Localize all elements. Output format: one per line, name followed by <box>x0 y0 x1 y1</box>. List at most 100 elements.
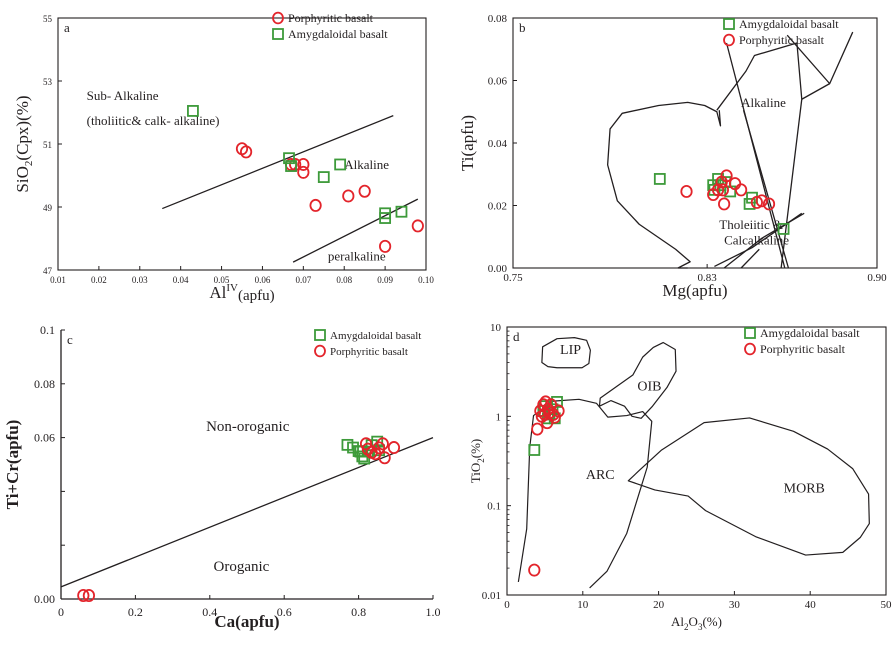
legend-label: Amygdaloidal basalt <box>739 17 839 31</box>
region-label: OIB <box>637 379 661 394</box>
region-label: Tholeiitic & <box>719 217 783 232</box>
porphyritic-point <box>239 145 253 159</box>
x-tick-label: 0 <box>58 605 64 619</box>
x-tick-label: 0.10 <box>418 275 434 285</box>
porphyritic-point <box>750 195 763 209</box>
x-tick-label: 0.01 <box>50 275 66 285</box>
legend-marker-porphyritic <box>723 33 735 47</box>
porphyritic-point <box>534 404 547 418</box>
y-axis-label: Ti+Cr(apfu) <box>3 420 22 510</box>
x-tick-label: 0.03 <box>132 275 148 285</box>
x-tick-label: 0.05 <box>214 275 230 285</box>
amygdaloidal-point <box>283 152 295 165</box>
amygdaloidal-point <box>395 205 408 218</box>
porphyritic-point <box>289 157 302 171</box>
legend-label: Porphyritic basalt <box>330 346 408 358</box>
porphyritic-point <box>379 239 392 253</box>
x-tick-label: 0.08 <box>336 275 352 285</box>
x-tick-label: 0 <box>504 599 510 611</box>
region-label: LIP <box>560 343 581 358</box>
region-label: Non-oroganic <box>206 419 290 435</box>
x-tick-label: 1.0 <box>426 605 441 619</box>
y-tick-label: 55 <box>43 14 53 24</box>
region-label: Sub- Alkaline <box>87 88 159 103</box>
legend-label: Porphyritic basalt <box>288 11 374 25</box>
x-tick-label: 0.09 <box>377 275 393 285</box>
x-axis-label: Al2O3(%) <box>671 614 722 632</box>
panel-c: c 0 0.2 0.4 0.6 0.8 1.0 0.00 0.06 0.08 0.1 Ca(apfu)… <box>3 323 441 631</box>
region-label: peralkaline <box>328 249 386 264</box>
boundary-line <box>742 110 790 269</box>
amygdaloidal-point <box>187 105 199 117</box>
x-tick-label: 0.90 <box>867 272 887 284</box>
region-label: Calcalkaline <box>724 233 789 248</box>
boundary-line <box>801 83 830 100</box>
panel-letter: a <box>64 20 70 35</box>
y-tick-label: 51 <box>43 140 52 150</box>
porphyritic-point <box>716 183 730 197</box>
x-tick-label: 0.07 <box>295 275 311 285</box>
porphyritic-point <box>297 165 310 179</box>
porphyritic-point <box>372 441 386 455</box>
x-tick-label: 0.6 <box>277 605 292 619</box>
legend-label: Amygdaloidal basalt <box>760 326 860 340</box>
legend-marker-porphyritic <box>272 11 284 25</box>
porphyritic-point <box>718 197 731 211</box>
amygdaloidal-point <box>379 212 392 224</box>
x-tick-label: 10 <box>577 599 589 611</box>
legend-marker-amygdaloidal <box>272 28 284 40</box>
porphyritic-point <box>531 422 544 436</box>
panel-d: d 0 10 20 30 40 50 0.01 0.1 1 10 Al2O3(%) TiO2(%) LIP… <box>468 322 892 632</box>
x-axis-label: Ca(apfu) <box>214 612 279 631</box>
y-tick-label: 0.04 <box>488 138 508 150</box>
boundary-line <box>716 42 803 269</box>
field-morb <box>627 417 870 556</box>
legend-label: Porphyritic basalt <box>760 342 846 356</box>
y-tick-label: 0.06 <box>488 76 508 88</box>
panel-a: a 0.01 0.02 0.03 0.04 0.05 0.06 0.07 0.08 0.09 0.1… <box>13 11 434 304</box>
x-tick-label: 40 <box>805 599 817 611</box>
x-tick-label: 20 <box>653 599 665 611</box>
plot-frame <box>506 326 887 596</box>
legend-marker-porphyritic <box>744 342 756 356</box>
boundary-line <box>606 101 722 269</box>
x-axis-label: Mg(apfu) <box>662 281 727 300</box>
y-tick-label: 0.02 <box>488 201 507 213</box>
boundary-line <box>162 115 394 210</box>
panel-letter: c <box>67 332 73 347</box>
porphyritic-point <box>720 169 733 183</box>
amygdaloidal-point <box>653 173 666 185</box>
porphyritic-point <box>528 563 541 577</box>
y-tick-label: 1 <box>496 411 502 423</box>
x-tick-label: 0.06 <box>255 275 271 285</box>
field-arc <box>517 398 653 589</box>
y-tick-label: 0.06 <box>34 431 55 445</box>
panel-b: b 0.75 0.83 0.90 0.00 0.02 0.04 0.06 0.08 Mg(apfu… <box>458 13 887 300</box>
porphyritic-point <box>378 451 391 465</box>
amygdaloidal-point <box>371 435 384 448</box>
region-label: Oroganic <box>214 559 270 575</box>
x-tick-label: 0.2 <box>128 605 143 619</box>
y-tick-label: 0.08 <box>488 13 508 25</box>
y-tick-label: 0.01 <box>482 590 501 602</box>
x-tick-label: 50 <box>881 599 893 611</box>
region-label: MORB <box>784 482 825 497</box>
amygdaloidal-point <box>743 198 756 210</box>
amygdaloidal-point <box>528 444 541 456</box>
y-axis-label: TiO2(%) <box>468 439 486 483</box>
boundary-line <box>60 436 434 588</box>
porphyritic-point <box>680 184 693 198</box>
x-tick-label: 0.02 <box>91 275 107 285</box>
x-tick-label: 0.4 <box>202 605 217 619</box>
porphyritic-point <box>358 184 371 198</box>
amygdaloidal-point <box>317 171 330 183</box>
porphyritic-point <box>711 183 725 197</box>
y-axis-label: SiO2(Cpx)(%) <box>13 95 35 192</box>
region-label: Alkaline <box>344 157 389 172</box>
x-tick-label: 0.83 <box>698 272 718 284</box>
legend-marker-porphyritic <box>314 344 326 358</box>
x-tick-label: 0.04 <box>173 275 189 285</box>
amygdaloidal-point <box>551 396 563 408</box>
legend-label: Porphyritic basalt <box>739 33 825 47</box>
